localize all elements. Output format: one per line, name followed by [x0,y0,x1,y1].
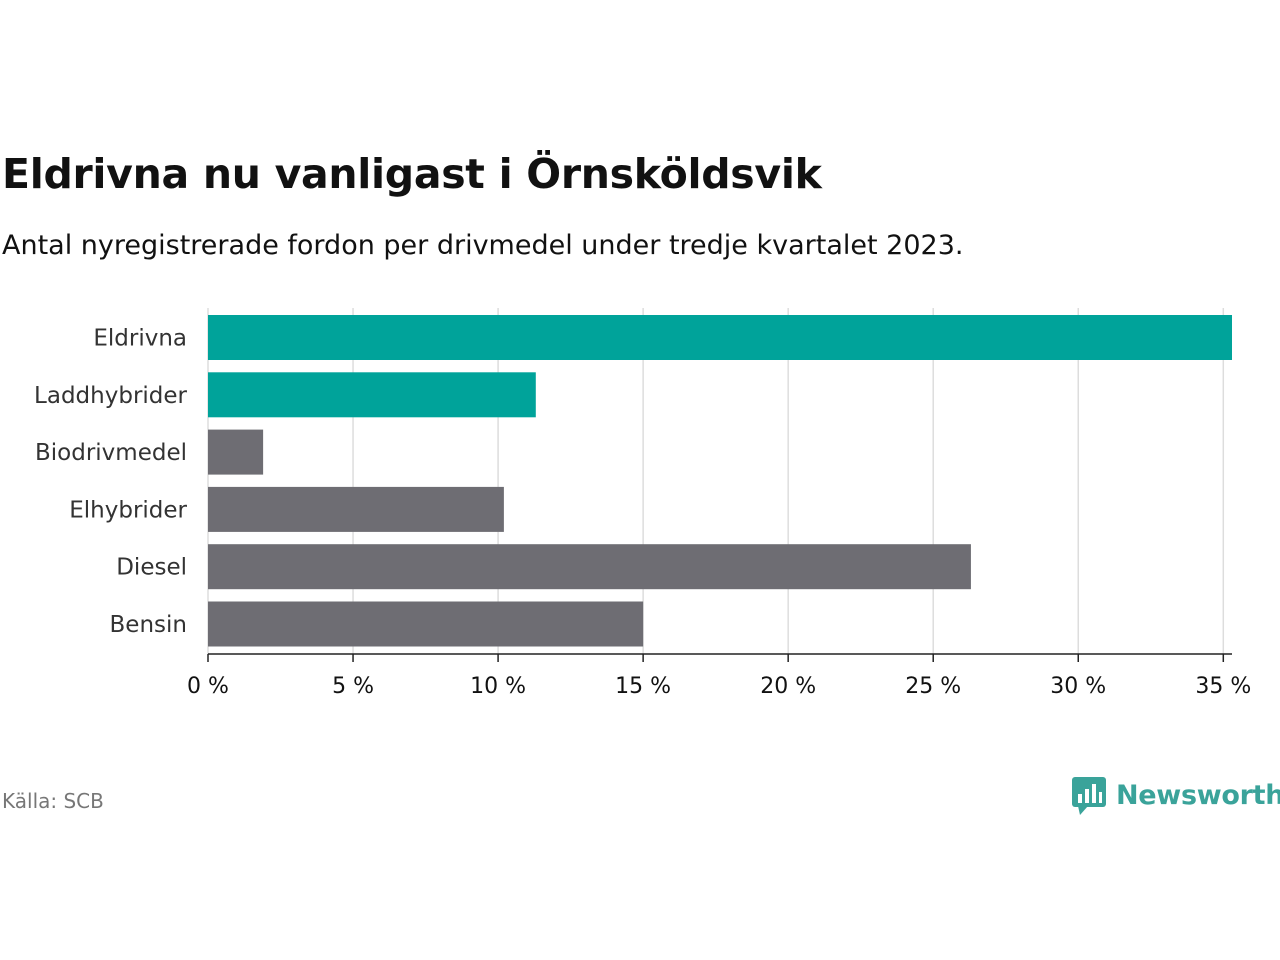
x-tick-label: 25 % [905,674,961,699]
bar-laddhybrider [208,372,536,418]
bars [208,315,1232,647]
category-label: Biodrivmedel [35,440,187,466]
bar-diesel [208,544,971,590]
bar-chart: Eldrivna Laddhybrider Biodrivmedel Elhybrid… [34,308,1251,699]
x-tick-label: 0 % [187,674,229,699]
bar-eldrivna [208,315,1232,360]
bar-bensin [208,601,644,647]
bar-elhybrider [208,486,504,532]
category-label: Eldrivna [93,326,187,352]
newsworthy-logo: Newsworthy [1072,775,1280,815]
category-label: Elhybrider [69,497,187,523]
x-tick-label: 5 % [332,674,374,699]
x-tick-label: 35 % [1195,674,1251,699]
gridlines [207,308,1225,654]
x-axis: 0 % 5 % 10 % 15 % 20 % 25 % 30 % 35 % [187,653,1251,699]
x-tick-label: 20 % [760,674,816,699]
x-tick-label: 10 % [470,674,526,699]
bar-chart-speech-bubble-icon [1072,777,1106,815]
bar-biodrivmedel [208,429,264,475]
category-label: Diesel [116,555,187,581]
category-label: Laddhybrider [34,383,187,409]
x-tick-label: 30 % [1050,674,1106,699]
chart-subtitle: Antal nyregistrerade fordon per drivmede… [2,230,964,261]
brand-name: Newsworthy [1116,779,1280,811]
category-label: Bensin [110,612,187,638]
category-labels: Eldrivna Laddhybrider Biodrivmedel Elhybrid… [34,326,187,639]
source-note: Källa: SCB [2,789,104,813]
x-tick-label: 15 % [615,674,671,699]
chart-title: Eldrivna nu vanligast i Örnsköldsvik [2,150,822,198]
